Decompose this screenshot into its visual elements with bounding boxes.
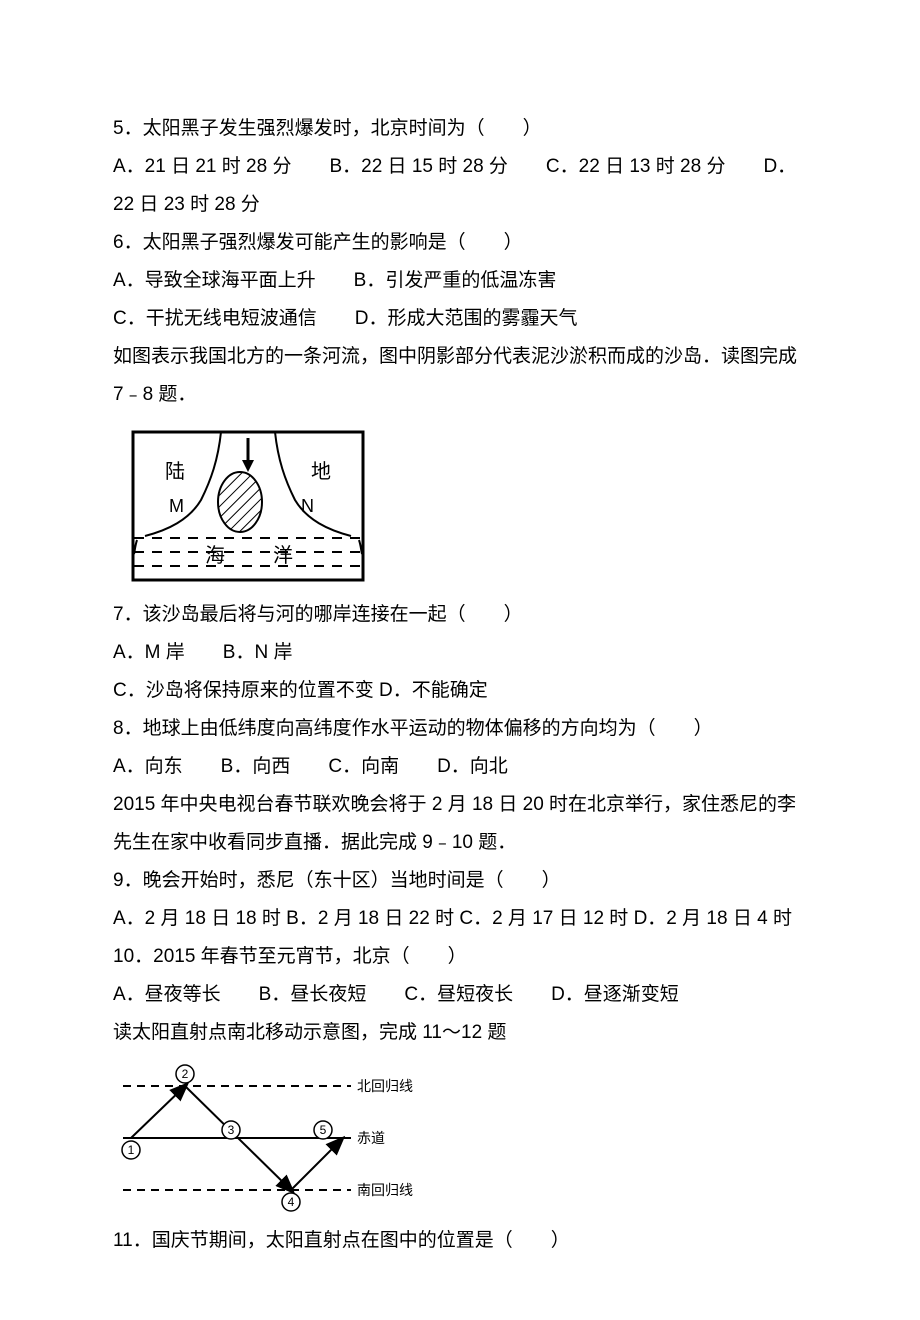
- intro-9-10: 2015 年中央电视台春节联欢晚会将于 2 月 18 日 20 时在北京举行，家…: [113, 786, 807, 862]
- svg-text:4: 4: [288, 1195, 295, 1209]
- q10-options: A．昼夜等长 B．昼长夜短 C．昼短夜长 D．昼逐渐变短: [113, 976, 807, 1014]
- label-n: N: [301, 496, 314, 516]
- q7-stem: 7．该沙岛最后将与河的哪岸连接在一起（ ）: [113, 596, 807, 634]
- label-tropic-north: 北回归线: [357, 1078, 413, 1095]
- svg-text:5: 5: [320, 1123, 327, 1137]
- sand-island: [218, 472, 262, 532]
- q7-options-cd: C．沙岛将保持原来的位置不变 D．不能确定: [113, 672, 807, 710]
- q9-options: A．2 月 18 日 18 时 B．2 月 18 日 22 时 C．2 月 17…: [113, 900, 807, 938]
- q5-stem: 5．太阳黑子发生强烈爆发时，北京时间为（ ）: [113, 110, 807, 148]
- river-right-bank: [275, 432, 351, 536]
- q10-stem: 10．2015 年春节至元宵节，北京（ ）: [113, 938, 807, 976]
- label-m: M: [169, 496, 184, 516]
- label-ocean: 洋: [273, 544, 293, 567]
- figure-subsolar-path: 1 2 3 4 5 北回归线 赤道 南回归线: [113, 1058, 807, 1216]
- svg-text:1: 1: [128, 1143, 135, 1157]
- label-land-left: 陆: [165, 460, 185, 483]
- q5-options: A．21 日 21 时 28 分 B．22 日 15 时 28 分 C．22 日…: [113, 148, 807, 224]
- q6-options-cd: C．干扰无线电短波通信 D．形成大范围的雾霾天气: [113, 300, 807, 338]
- label-land-right: 地: [311, 460, 331, 483]
- svg-text:2: 2: [182, 1067, 189, 1081]
- intro-11-12: 读太阳直射点南北移动示意图，完成 11～12 题: [113, 1014, 807, 1052]
- flow-arrow-head: [242, 460, 254, 472]
- label-tropic-south: 南回归线: [357, 1182, 413, 1199]
- q9-stem: 9．晚会开始时，悉尼（东十区）当地时间是（ ）: [113, 862, 807, 900]
- intro-7-8: 如图表示我国北方的一条河流，图中阴影部分代表泥沙淤积而成的沙岛．读图完成 7﹣8…: [113, 338, 807, 414]
- q8-stem: 8．地球上由低纬度向高纬度作水平运动的物体偏移的方向均为（ ）: [113, 710, 807, 748]
- q11-stem: 11．国庆节期间，太阳直射点在图中的位置是（ ）: [113, 1222, 807, 1260]
- q7-options-ab: A．M 岸 B．N 岸: [113, 634, 807, 672]
- q6-options-ab: A．导致全球海平面上升 B．引发严重的低温冻害: [113, 262, 807, 300]
- figure-river-sandbar: 陆 地 M N 海 洋: [113, 420, 807, 590]
- label-equator: 赤道: [357, 1131, 385, 1147]
- q6-stem: 6．太阳黑子强烈爆发可能产生的影响是（ ）: [113, 224, 807, 262]
- river-left-bank: [145, 432, 221, 536]
- label-sea: 海: [205, 544, 225, 567]
- q8-options: A．向东 B．向西 C．向南 D．向北: [113, 748, 807, 786]
- svg-text:3: 3: [228, 1123, 235, 1137]
